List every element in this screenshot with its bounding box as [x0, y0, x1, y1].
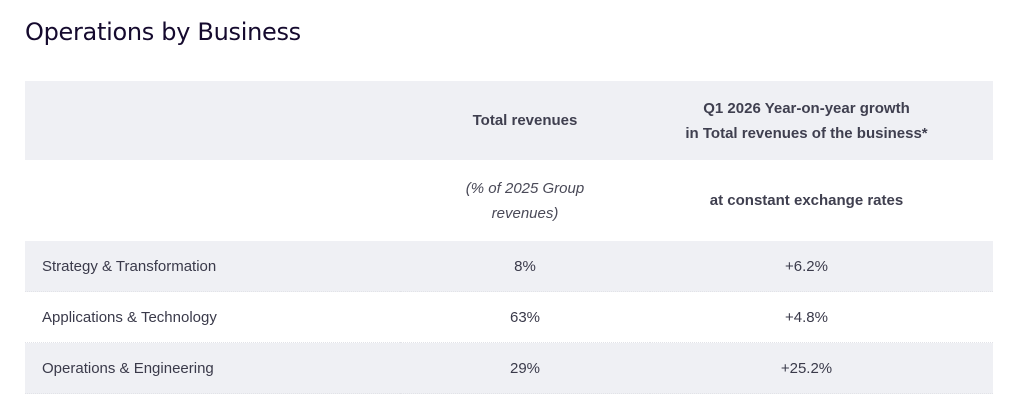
header-total-revenues: Total revenues [400, 81, 650, 160]
row-growth: +4.8% [650, 291, 993, 343]
subheader-empty-cell [25, 160, 400, 241]
subheader-share-line2: revenues) [491, 204, 559, 222]
row-growth: +25.2% [650, 342, 993, 394]
table-subheader-row: (% of 2025 Group revenues) at constant e… [25, 160, 993, 241]
row-growth: +6.2% [650, 241, 993, 292]
table-header-row: Total revenues Q1 2026 Year-on-year grow… [25, 81, 993, 160]
row-share: 29% [400, 342, 650, 394]
subheader-constant-rates: at constant exchange rates [709, 192, 904, 209]
header-empty-cell [25, 81, 400, 160]
row-label: Strategy & Transformation [25, 241, 400, 292]
table-row: Operations & Engineering 29% +25.2% [25, 342, 993, 394]
row-share: 8% [400, 241, 650, 292]
header-yoy-line2: in Total revenues of the business* [685, 124, 928, 142]
row-share: 63% [400, 291, 650, 343]
row-label: Operations & Engineering [25, 342, 400, 394]
page-title: Operations by Business [25, 18, 301, 46]
header-yoy-line1: Q1 2026 Year-on-year growth [703, 99, 910, 117]
operations-table: Total revenues Q1 2026 Year-on-year grow… [25, 81, 993, 394]
subheader-share-line1: (% of 2025 Group [465, 179, 585, 197]
header-yoy-growth: Q1 2026 Year-on-year growth in Total rev… [650, 81, 993, 160]
subheader-share-note: (% of 2025 Group revenues) [400, 160, 650, 241]
table-row: Applications & Technology 63% +4.8% [25, 291, 993, 343]
table-row: Strategy & Transformation 8% +6.2% [25, 241, 993, 292]
row-label: Applications & Technology [25, 291, 400, 343]
